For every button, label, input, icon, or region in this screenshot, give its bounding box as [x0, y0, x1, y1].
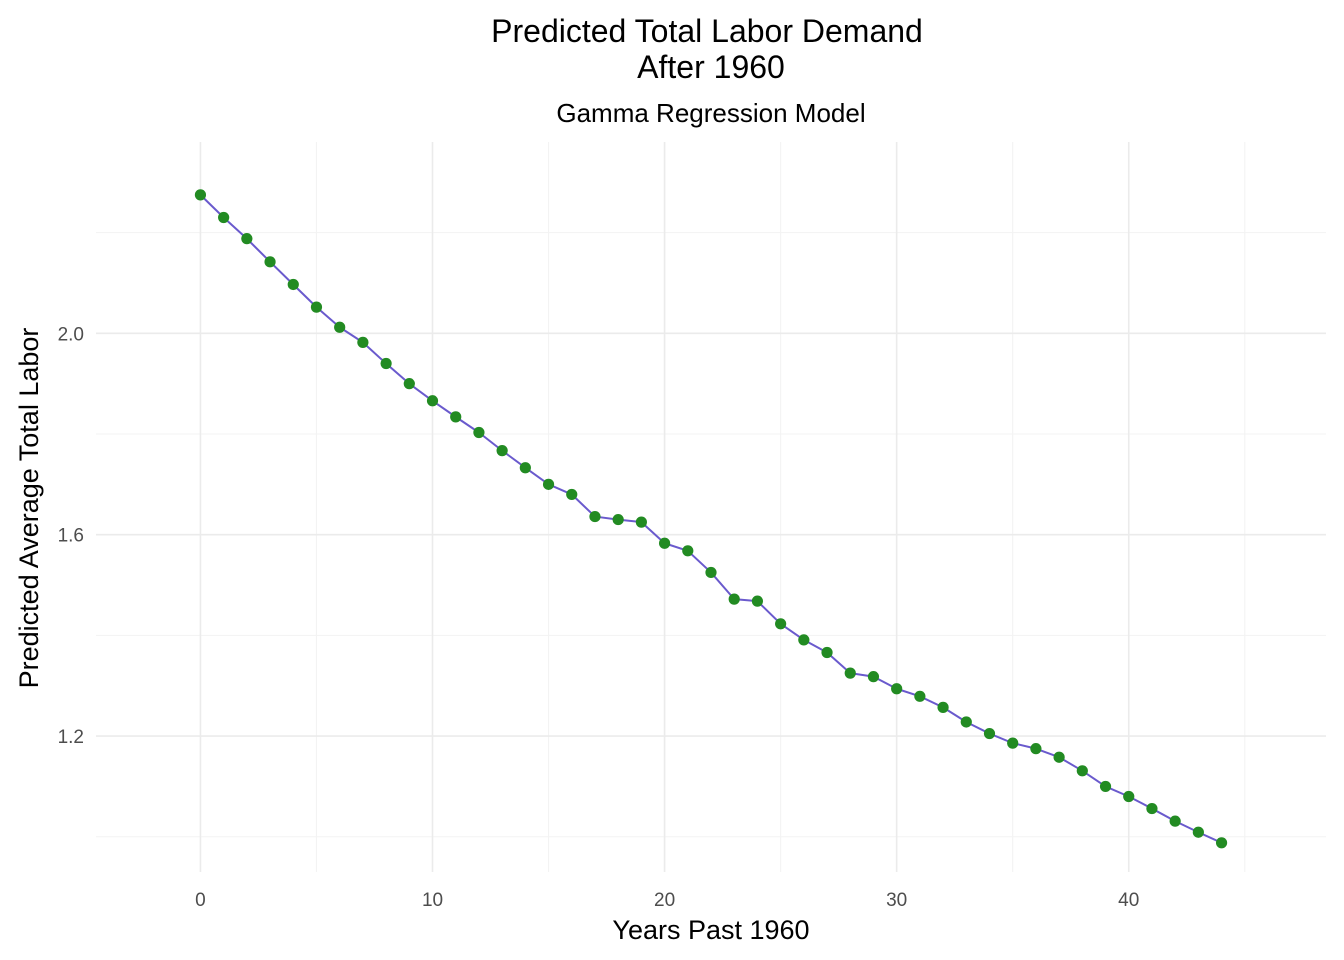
data-point	[1076, 765, 1088, 777]
data-point	[937, 701, 949, 713]
x-axis-ticks: 0 10 20 30 40	[195, 890, 1139, 911]
data-point	[635, 516, 647, 528]
minor-gridlines	[96, 142, 1326, 872]
data-point	[960, 716, 972, 728]
data-point	[728, 593, 740, 605]
data-point	[334, 321, 346, 333]
data-point	[542, 478, 555, 490]
data-point	[983, 727, 996, 740]
data-point	[194, 189, 207, 201]
data-point	[612, 513, 624, 526]
data-point	[844, 667, 856, 679]
data-point	[589, 510, 601, 523]
data-point	[1007, 737, 1019, 749]
x-tick-label: 30	[886, 890, 907, 911]
y-tick-label: 1.6	[58, 526, 84, 547]
data-point	[473, 426, 485, 439]
y-axis-ticks: 1.2 1.6 2.0	[58, 324, 84, 748]
data-point	[264, 256, 276, 268]
data-point	[821, 646, 833, 659]
data-point	[310, 301, 323, 313]
data-point	[426, 395, 439, 407]
x-tick-label: 0	[195, 890, 206, 911]
major-gridlines	[96, 142, 1326, 872]
data-point	[798, 634, 810, 646]
x-tick-label: 20	[654, 890, 675, 911]
data-point	[287, 278, 299, 291]
x-tick-label: 10	[422, 890, 443, 911]
x-tick-label: 40	[1118, 890, 1139, 911]
data-point	[867, 671, 880, 683]
data-points	[194, 189, 1228, 849]
y-tick-label: 1.2	[58, 727, 84, 748]
data-point	[1192, 826, 1204, 838]
data-point	[380, 357, 392, 370]
data-point	[241, 233, 253, 245]
data-point	[496, 445, 508, 457]
chart-title-line2: After 1960	[637, 49, 785, 85]
data-point	[519, 462, 531, 474]
data-point	[751, 595, 764, 607]
series-line	[199, 194, 1222, 844]
chart-title: Predicted Total Labor Demand	[491, 13, 923, 49]
chart-subtitle: Gamma Regression Model	[556, 98, 865, 128]
series-line-group	[199, 194, 1222, 844]
data-point	[705, 566, 717, 579]
data-point	[1146, 802, 1158, 815]
data-point	[566, 488, 578, 501]
data-point	[450, 411, 462, 423]
data-point	[1123, 790, 1135, 803]
x-axis-title: Years Past 1960	[612, 915, 809, 945]
data-point	[1169, 815, 1181, 827]
data-point	[1099, 780, 1112, 793]
data-point	[1030, 743, 1042, 755]
data-point	[891, 683, 903, 695]
data-point	[658, 537, 671, 549]
data-point	[914, 690, 926, 702]
data-point	[218, 211, 230, 224]
data-point	[682, 545, 694, 557]
data-point	[403, 378, 415, 390]
y-axis-title: Predicted Average Total Labor	[14, 328, 44, 689]
data-point	[775, 618, 787, 630]
y-tick-label: 2.0	[58, 324, 84, 345]
data-point	[1215, 837, 1228, 849]
data-point	[357, 336, 369, 348]
data-point	[1053, 751, 1065, 763]
